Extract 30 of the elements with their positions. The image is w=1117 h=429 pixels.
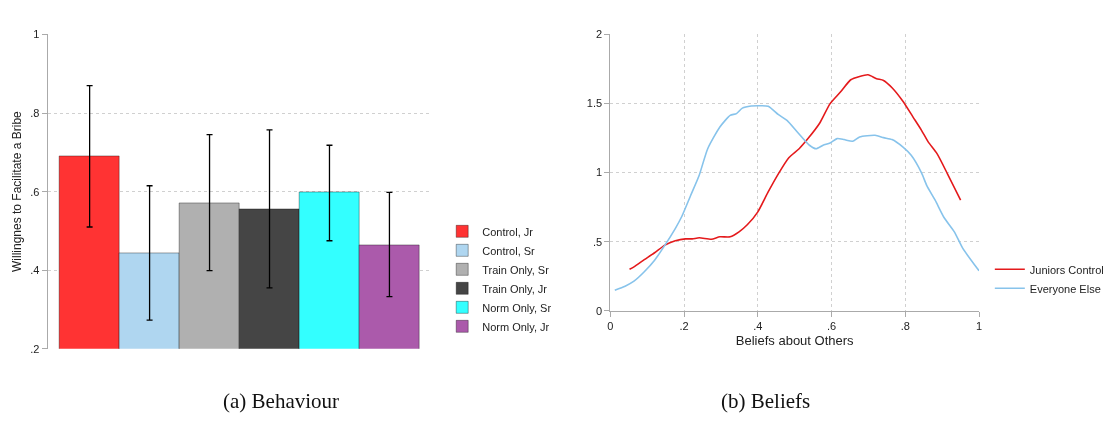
line-series xyxy=(613,104,980,291)
legend-label: Control, Jr xyxy=(482,225,534,238)
y-tick-label: 1.5 xyxy=(586,97,603,110)
x-tick-label: .8 xyxy=(900,319,910,332)
x-tick-label: .6 xyxy=(826,319,837,332)
text: (a) Behaviour xyxy=(223,389,340,413)
legend-label: Control, Sr xyxy=(482,244,536,257)
y-tick-label: .8 xyxy=(30,106,40,119)
legend-label: Train Only, Sr xyxy=(482,263,550,276)
y-tick-label: 1 xyxy=(33,28,40,41)
legend-label: Norm Only, Jr xyxy=(482,320,550,333)
x-tick-label: 0 xyxy=(607,319,614,332)
legend-label: Everyone Else xyxy=(1029,282,1101,295)
y-tick-label: .2 xyxy=(30,342,40,355)
y-tick-label: 0 xyxy=(596,304,603,317)
legend-label: Train Only, Jr xyxy=(482,282,548,295)
line-series xyxy=(628,73,962,271)
x-tick-label: .4 xyxy=(753,319,763,332)
y-tick-label: .5 xyxy=(592,235,603,248)
x-axis-title: Beliefs about Others xyxy=(735,332,855,348)
y-axis-title: Willingnes to Facilitate a Bribe xyxy=(9,110,24,273)
y-tick-label: .6 xyxy=(30,185,40,198)
y-tick-label: .4 xyxy=(30,264,40,277)
y-tick-label: 2 xyxy=(596,28,603,41)
legend-label: Juniors Control xyxy=(1029,263,1104,276)
x-tick-label: 1 xyxy=(975,319,983,332)
y-tick-label: 1 xyxy=(596,166,603,179)
legend-label: Norm Only, Sr xyxy=(482,301,552,314)
text: (b) Beliefs xyxy=(721,389,811,413)
x-tick-label: .2 xyxy=(679,319,689,332)
